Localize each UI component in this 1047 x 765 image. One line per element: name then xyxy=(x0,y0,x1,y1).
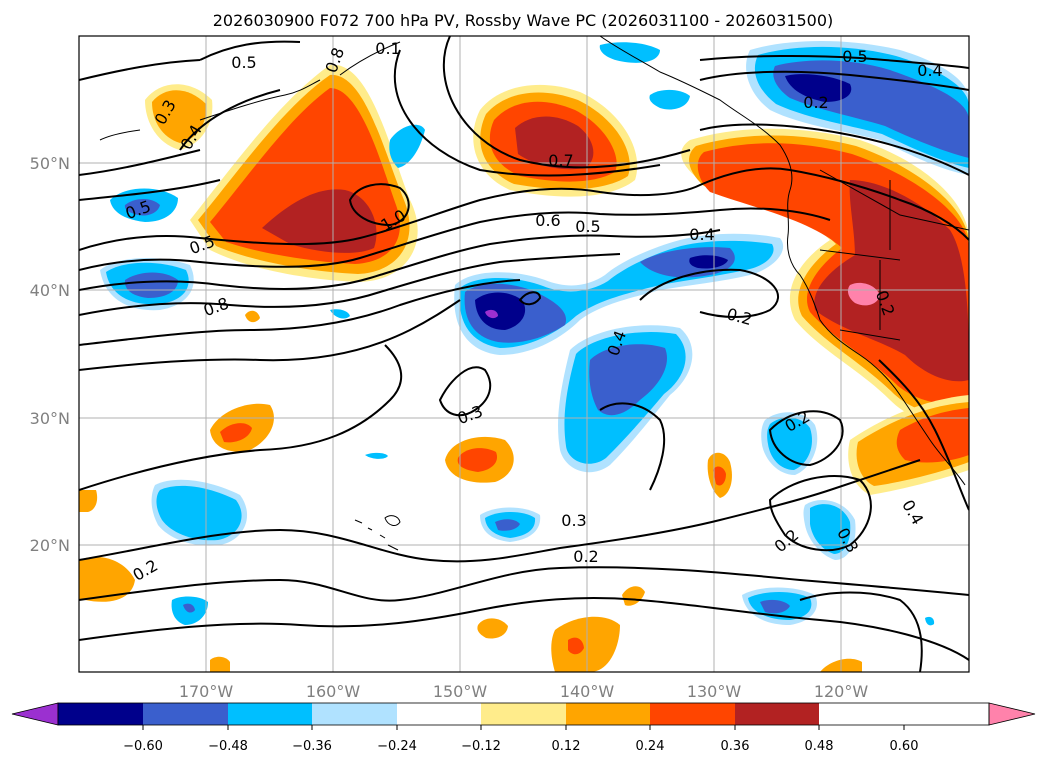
colorbar-bin xyxy=(228,703,312,725)
colorbar-bin xyxy=(58,703,143,725)
map-panel: 0.5 0.1 0.3 0.4 0.8 0.5 1.0 0.5 0.8 0.7 … xyxy=(78,35,970,673)
contour-label: 0.2 xyxy=(573,547,598,566)
lon-label: 150°W xyxy=(433,682,488,701)
colorbar-tick-label: −0.36 xyxy=(292,739,332,754)
lon-label: 170°W xyxy=(179,682,234,701)
contour-label: 0.5 xyxy=(575,217,600,236)
colorbar-extend-low xyxy=(11,702,59,726)
anomaly-negative-south xyxy=(558,325,693,473)
lon-label: 160°W xyxy=(306,682,361,701)
colorbar-tick-label: 0.24 xyxy=(636,739,665,754)
graticule xyxy=(79,36,969,672)
contour-label: 0.4 xyxy=(917,61,942,80)
pv-contours xyxy=(79,36,969,672)
colorbar-bin xyxy=(566,703,650,725)
colorbar-tick-label: 0.48 xyxy=(805,739,834,754)
lat-label: 30°N xyxy=(30,409,70,428)
lat-label: 50°N xyxy=(30,154,70,173)
anomaly-positive-small xyxy=(79,310,862,672)
contour-label: 0.1 xyxy=(375,39,400,58)
colorbar-tick-label: 0.12 xyxy=(552,739,581,754)
map-frame xyxy=(78,35,970,673)
colorbar-bin xyxy=(481,703,566,725)
colorbar-bin xyxy=(735,703,819,725)
longitude-labels: 170°W 160°W 150°W 140°W 130°W 120°W xyxy=(179,682,869,701)
colorbar-frame xyxy=(57,702,990,726)
map-title: 2026030900 F072 700 hPa PV, Rossby Wave … xyxy=(213,11,834,30)
contour-label: 0.3 xyxy=(561,511,586,530)
colorbar-tick-label: 0.60 xyxy=(890,739,919,754)
lat-label: 20°N xyxy=(30,536,70,555)
anomaly-positive-nw xyxy=(145,84,213,150)
contour-label: 0.7 xyxy=(548,151,573,170)
lon-label: 130°W xyxy=(687,682,742,701)
colorbar-bin xyxy=(397,703,481,725)
lon-label: 120°W xyxy=(814,682,869,701)
colorbar-ticks xyxy=(142,725,905,730)
contour-label: 0.6 xyxy=(535,211,560,230)
anomaly-negative-ne xyxy=(389,41,969,175)
latitude-labels: 50°N 40°N 30°N 20°N xyxy=(30,154,70,555)
colorbar-tick-label: −0.12 xyxy=(461,739,501,754)
colorbar: −0.60 −0.48 −0.36 −0.24 −0.12 0.12 0.24 … xyxy=(11,702,1036,754)
anomaly-positive-se xyxy=(848,395,969,495)
pv-shading xyxy=(79,41,969,672)
coastlines xyxy=(99,36,969,551)
colorbar-tick-label: −0.60 xyxy=(123,739,163,754)
anomaly-positive-coast xyxy=(681,128,969,424)
contour-label: 0.4 xyxy=(689,225,714,244)
anomaly-negative-west xyxy=(100,188,388,625)
colorbar-tick-label: −0.48 xyxy=(208,739,248,754)
colorbar-extend-high xyxy=(988,702,1036,726)
anomaly-positive-central xyxy=(190,64,418,282)
lon-label: 140°W xyxy=(560,682,615,701)
colorbar-tick-label: −0.24 xyxy=(377,739,417,754)
colorbar-tick-labels: −0.60 −0.48 −0.36 −0.24 −0.12 0.12 0.24 … xyxy=(123,739,918,754)
colorbar-bin xyxy=(312,703,397,725)
lat-label: 40°N xyxy=(30,281,70,300)
anomaly-positive-north xyxy=(473,84,638,197)
colorbar-bin xyxy=(650,703,735,725)
contour-label: 0.2 xyxy=(803,93,828,112)
colorbar-tick-label: 0.36 xyxy=(721,739,750,754)
colorbar-bin xyxy=(143,703,228,725)
contour-label: 0.5 xyxy=(842,47,867,66)
contour-label: 0.5 xyxy=(231,53,256,72)
